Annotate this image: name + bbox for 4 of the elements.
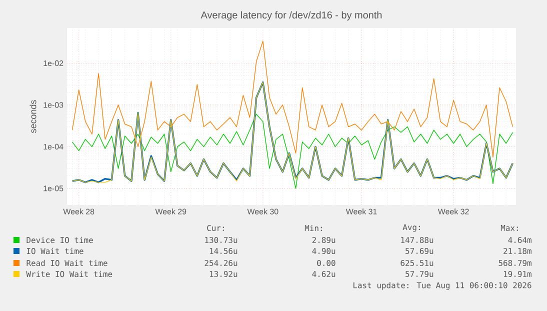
chart-title: Average latency for /dev/zd16 - by month xyxy=(200,11,382,20)
y-axis-title: seconds xyxy=(30,100,36,133)
line-series xyxy=(72,114,514,189)
line-series xyxy=(72,40,514,158)
